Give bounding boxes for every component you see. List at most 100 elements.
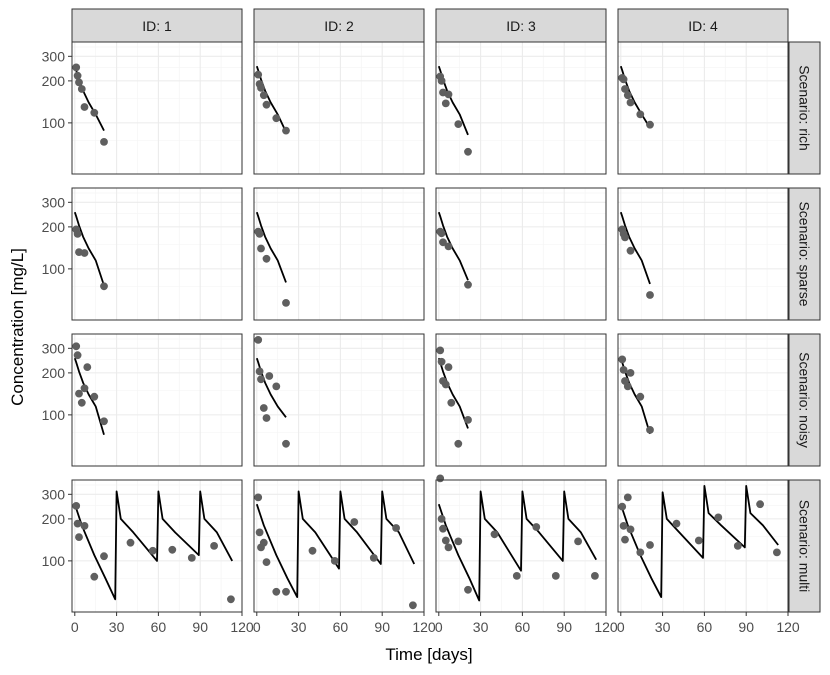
facet-panel	[72, 42, 243, 174]
data-point	[72, 63, 81, 72]
panel-border	[617, 333, 789, 467]
column-strip	[71, 8, 243, 43]
data-point	[255, 230, 264, 238]
data-point	[574, 537, 582, 546]
y-tick-label: 200	[42, 73, 66, 89]
data-point	[437, 229, 446, 238]
panel-background	[254, 188, 424, 320]
panel-series	[618, 65, 654, 129]
panel-series	[618, 485, 781, 598]
data-point	[619, 366, 628, 374]
data-point	[75, 78, 83, 87]
data-point	[454, 439, 463, 448]
data-point	[437, 357, 446, 366]
data-point	[262, 254, 271, 263]
x-tick-label: 120	[594, 619, 618, 635]
data-point	[90, 572, 99, 581]
data-point	[646, 120, 654, 129]
y-tick-label: 300	[42, 194, 66, 210]
data-point	[733, 542, 742, 550]
data-point	[618, 502, 627, 511]
panel-border	[435, 479, 607, 613]
data-point	[636, 548, 645, 557]
data-point	[227, 595, 235, 604]
data-point	[100, 282, 108, 291]
data-point	[73, 351, 82, 360]
panel-series	[436, 346, 472, 448]
model-line	[437, 211, 469, 281]
row-strip	[788, 479, 821, 613]
facet-panel	[72, 188, 243, 320]
panel-series	[72, 342, 108, 436]
x-tick-label: 60	[697, 619, 713, 635]
data-point	[72, 342, 81, 351]
y-tick-label: 300	[42, 486, 66, 502]
panel-series	[254, 65, 290, 135]
facet-panel	[254, 42, 425, 174]
data-point	[437, 77, 446, 85]
data-point	[73, 230, 82, 238]
panel-background	[436, 42, 606, 174]
x-tick-label: 90	[556, 619, 572, 635]
data-point	[100, 552, 108, 561]
data-point	[454, 537, 463, 546]
column-strip	[617, 8, 789, 43]
panel-border	[71, 187, 243, 321]
data-point	[272, 114, 281, 123]
x-tick-label: 60	[333, 619, 349, 635]
data-point	[75, 533, 83, 541]
row-strip	[788, 333, 821, 467]
data-point	[436, 346, 445, 355]
data-point	[73, 71, 82, 80]
x-tick-label: 90	[738, 619, 754, 635]
panel-border	[71, 333, 243, 467]
panel-series	[436, 211, 472, 289]
data-point	[148, 546, 157, 555]
data-point	[464, 147, 472, 156]
x-tick-label: 120	[412, 619, 436, 635]
y-tick-label: 300	[42, 48, 66, 64]
y-tick-label: 300	[42, 340, 66, 356]
data-point	[126, 538, 135, 547]
panel-border	[617, 479, 789, 613]
x-tick-label: 120	[230, 619, 254, 635]
facet-panel	[436, 42, 607, 174]
column-strip-label: ID: 3	[506, 18, 536, 34]
data-point	[262, 414, 271, 422]
data-point	[210, 542, 219, 550]
data-point	[636, 110, 645, 119]
x-tick-label: 60	[515, 619, 531, 635]
data-point	[646, 291, 654, 299]
data-point	[619, 75, 628, 84]
data-point	[83, 363, 92, 371]
model-line	[619, 211, 651, 285]
data-point	[330, 557, 339, 565]
data-point	[551, 572, 560, 580]
data-point	[259, 404, 268, 412]
data-point	[255, 367, 264, 376]
data-point	[619, 522, 628, 530]
y-tick-label: 100	[42, 407, 66, 423]
data-point	[257, 244, 265, 253]
x-tick-label: 30	[291, 619, 307, 635]
row-strip-label: Scenario: multi	[797, 500, 813, 593]
panel-border	[71, 479, 243, 613]
data-point	[77, 398, 86, 407]
data-point	[694, 536, 703, 545]
data-point	[439, 524, 447, 533]
model-line	[437, 490, 597, 602]
facet-panel	[72, 334, 243, 466]
model-line	[255, 357, 287, 418]
model-line	[619, 485, 779, 598]
data-point	[80, 103, 89, 111]
data-point	[255, 528, 264, 537]
panel-background	[618, 42, 788, 174]
data-point	[623, 382, 632, 391]
data-point	[623, 493, 632, 502]
panel-background	[72, 188, 242, 320]
data-point	[636, 392, 645, 401]
data-point	[626, 246, 635, 255]
facet-panel	[618, 188, 789, 320]
data-point	[282, 299, 290, 307]
